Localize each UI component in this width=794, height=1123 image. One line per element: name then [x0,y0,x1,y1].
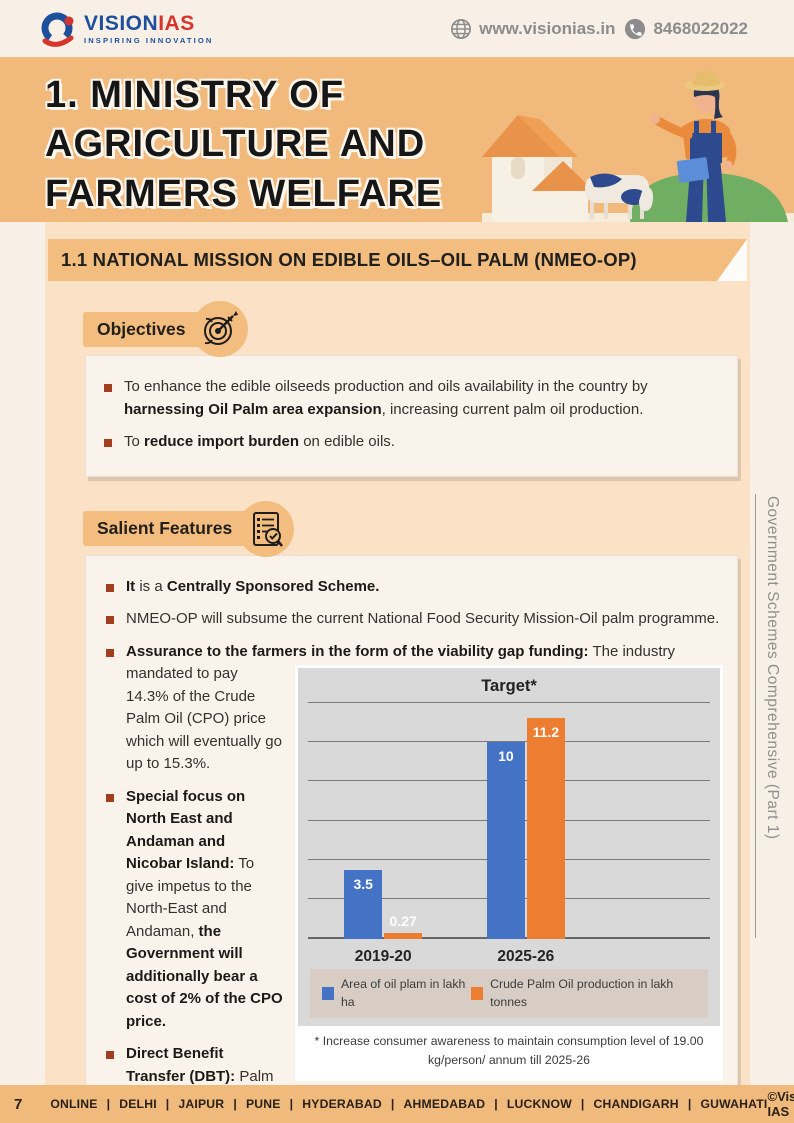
bar-2025-26-blue: 10 [486,742,525,939]
banner: 1. MINISTRY OF AGRICULTURE AND FARMERS W… [0,57,794,222]
bar-2025-26-orange: 11.2 [526,718,565,939]
footer-city: CHANDIGARH [593,1097,679,1111]
bullet-item: Special focus on North East and Andaman … [104,786,723,1034]
footer-cities: ONLINE | DELHI | JAIPUR | PUNE | HYDERABAD | AHMED… [50,1097,768,1111]
content-band: 1.1 NATIONAL MISSION ON EDIBLE OILS–OIL … [45,222,750,1123]
x-axis-label: 2019-20 [354,947,412,965]
objectives-box: To enhance the edible oilseeds productio… [85,355,738,477]
page-title: 1. MINISTRY OF AGRICULTURE AND FARMERS W… [45,74,443,215]
sidebar-title: Government Schemes Comprehensive (Part 1… [764,496,781,840]
visionias-logo-icon [41,12,74,47]
copyright: ©Vision IAS [767,1089,794,1119]
chart-footnote: * Increase consumer awareness to maintai… [298,1025,720,1078]
salient-features-list: It is a Centrally Sponsored Scheme. NMEO-… [104,576,723,1123]
footer-city: PUNE [245,1097,281,1111]
salient-features-section: Salient Features It is a Centrally [45,500,750,1123]
bar-value-label: 0.27 [389,913,417,930]
chart-plot: 3.5 0.27 2019-20 10 11.2 2025-26 [308,701,710,965]
sidebar-rule [754,494,756,938]
legend-item: Crude Palm Oil production in lakh tonnes [471,975,696,1012]
footer-city: HYDERABAD [302,1097,382,1111]
objectives-label: Objectives [83,311,202,347]
bar-group: 3.5 0.27 2019-20 [344,703,423,965]
footer-city: DELHI [119,1097,157,1111]
brand-vision: VISION [84,11,159,35]
bar-value-label: 11.2 [532,724,560,741]
legend-swatch [471,986,484,1000]
bar-2019-20-orange: 0.27 [384,913,423,939]
salient-features-label: Salient Features [83,511,249,546]
legend-item: Area of oil plam in lakh ha [322,975,471,1012]
page-number: 7 [14,1095,23,1113]
phone-number: 8468022022 [653,18,748,38]
footer-city: ONLINE [50,1097,98,1111]
salient-features-box: It is a Centrally Sponsored Scheme. NMEO-… [85,554,738,1123]
bullet-item: To reduce import burden on edible oils. [102,431,721,454]
bullet-item: It is a Centrally Sponsored Scheme. [104,576,723,599]
brand-tagline: INSPIRING INNOVATION [84,35,214,45]
globe-icon [451,18,472,39]
footer: 7 ONLINE | DELHI | JAIPUR | PUNE | HYDERABAD | AHM… [0,1085,794,1123]
website: www.visionias.in [479,18,616,38]
objectives-list: To enhance the edible oilseeds productio… [102,376,721,454]
header: VISIONIAS INSPIRING INNOVATION www.visio… [0,0,794,57]
corner-notch [717,239,747,281]
bar-group: 10 11.2 2025-26 [486,703,565,965]
bullet-item: NMEO-OP will subsume the current Nationa… [104,608,723,631]
gridline [308,701,710,703]
brand-ias: IAS [158,11,195,35]
section-heading: 1.1 NATIONAL MISSION ON EDIBLE OILS–OIL … [48,239,747,281]
section-heading-text: 1.1 NATIONAL MISSION ON EDIBLE OILS–OIL … [61,249,637,270]
target-chart: Target* 3.5 0.27 2019-20 10 11.2 2025-26 Area… [295,665,723,1081]
visionias-logo: VISIONIAS INSPIRING INNOVATION [38,9,213,49]
bar-value-label: 10 [498,748,514,765]
chart-plot-area: Target* 3.5 0.27 2019-20 10 11.2 2025-26 Area… [298,668,720,1026]
bar-2019-20-blue: 3.5 [344,869,383,939]
gridline [308,741,710,743]
farm-illustration [482,71,794,222]
objectives-section: Objectives To enhance the edible o [45,301,750,477]
chart-legend: Area of oil plam in lakh ha Crude Palm Oi… [310,968,708,1018]
footer-city: JAIPUR [178,1097,225,1111]
legend-swatch [322,986,334,1000]
bar-value-label: 3.5 [353,875,373,892]
contact-info: www.visionias.in 8468022022 [450,18,748,40]
footer-city: GUWAHATI [700,1097,768,1111]
chart-title: Target* [481,677,537,695]
phone-icon [625,18,646,39]
bullet-item: Assurance to the farmers in the form of … [104,641,723,1081]
bullet-item: To enhance the edible oilseeds productio… [102,376,721,421]
footer-city: AHMEDABAD [403,1097,486,1111]
footer-city: LUCKNOW [506,1097,572,1111]
x-axis-label: 2025-26 [497,947,555,965]
